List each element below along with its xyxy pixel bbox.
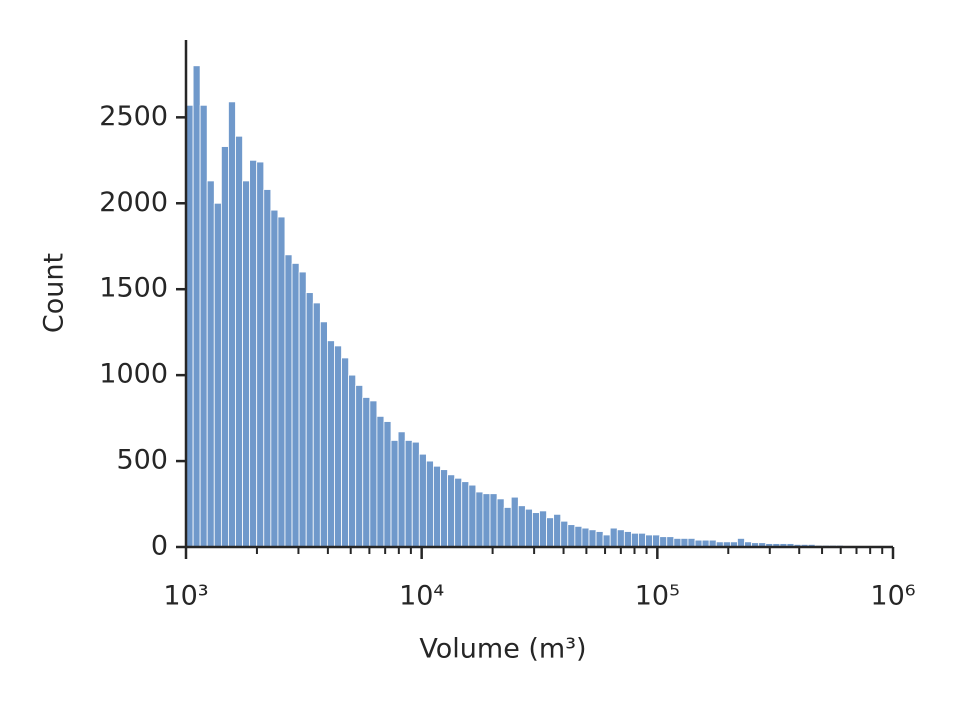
bar: [326, 340, 335, 548]
bar: [383, 421, 392, 548]
bar: [404, 440, 413, 548]
bar: [270, 209, 279, 548]
bar: [228, 101, 236, 548]
bar: [305, 292, 314, 548]
bar: [489, 493, 498, 548]
bar: [623, 531, 632, 548]
bar: [425, 460, 434, 548]
bar: [192, 65, 201, 548]
bar: [524, 508, 533, 548]
bar: [602, 534, 611, 548]
bar: [348, 374, 357, 548]
bar: [199, 104, 208, 548]
bar: [517, 505, 526, 548]
bar: [291, 263, 300, 548]
bar: [341, 357, 350, 548]
bar: [249, 159, 258, 548]
bar: [433, 465, 441, 548]
x-tick-label: 10⁶: [870, 581, 915, 612]
bar: [440, 469, 448, 548]
bar: [461, 481, 470, 548]
bar: [581, 527, 590, 548]
bar: [503, 507, 512, 548]
y-tick-label: 2000: [99, 187, 168, 218]
bar: [609, 527, 618, 548]
bar: [666, 536, 675, 548]
x-tick-label: 10³: [163, 581, 208, 612]
y-tick-label: 0: [151, 531, 168, 562]
bar: [673, 538, 682, 548]
bar: [369, 400, 378, 548]
bar: [390, 440, 399, 548]
bar: [574, 525, 583, 548]
y-tick-label: 500: [116, 445, 168, 476]
bar: [475, 491, 484, 548]
bar: [631, 532, 639, 548]
bar: [553, 513, 562, 548]
bar: [319, 321, 328, 548]
bar: [355, 385, 364, 548]
bar: [418, 453, 427, 548]
bar: [482, 493, 491, 548]
bar: [659, 536, 668, 548]
bar: [298, 271, 307, 548]
bar: [312, 302, 321, 548]
y-tick-label: 1000: [99, 359, 168, 390]
bar: [411, 441, 420, 548]
bar: [454, 477, 463, 548]
bar: [595, 531, 604, 548]
bar: [680, 538, 689, 548]
y-tick-label: 2500: [99, 101, 168, 132]
bar: [546, 517, 555, 548]
y-tick-label: 1500: [99, 273, 168, 304]
x-axis-label: Volume (m³): [419, 634, 586, 665]
bar: [652, 534, 661, 548]
bar: [510, 496, 519, 548]
bar: [235, 135, 243, 548]
bar: [468, 484, 477, 548]
bar: [567, 524, 576, 548]
bar: [737, 538, 745, 548]
bar: [242, 180, 251, 548]
bar: [532, 512, 540, 548]
bar: [397, 431, 406, 548]
bar: [213, 202, 222, 548]
bar: [588, 529, 597, 548]
y-axis-label: Count: [39, 253, 70, 333]
bar: [376, 415, 385, 548]
x-tick-label: 10⁵: [635, 581, 680, 612]
bar: [334, 345, 342, 548]
bar: [220, 146, 229, 548]
bar: [496, 498, 505, 548]
bar: [206, 180, 215, 548]
bar: [638, 532, 646, 548]
x-tick-label: 10⁴: [399, 581, 444, 612]
bar: [645, 534, 654, 548]
bar: [256, 161, 265, 548]
bar: [687, 538, 696, 548]
bar: [539, 510, 547, 548]
bar: [284, 254, 293, 548]
bar: [616, 529, 625, 548]
bar: [560, 520, 569, 548]
bar: [447, 474, 456, 548]
bar: [263, 189, 272, 548]
bar: [277, 216, 286, 548]
bar: [362, 397, 371, 548]
